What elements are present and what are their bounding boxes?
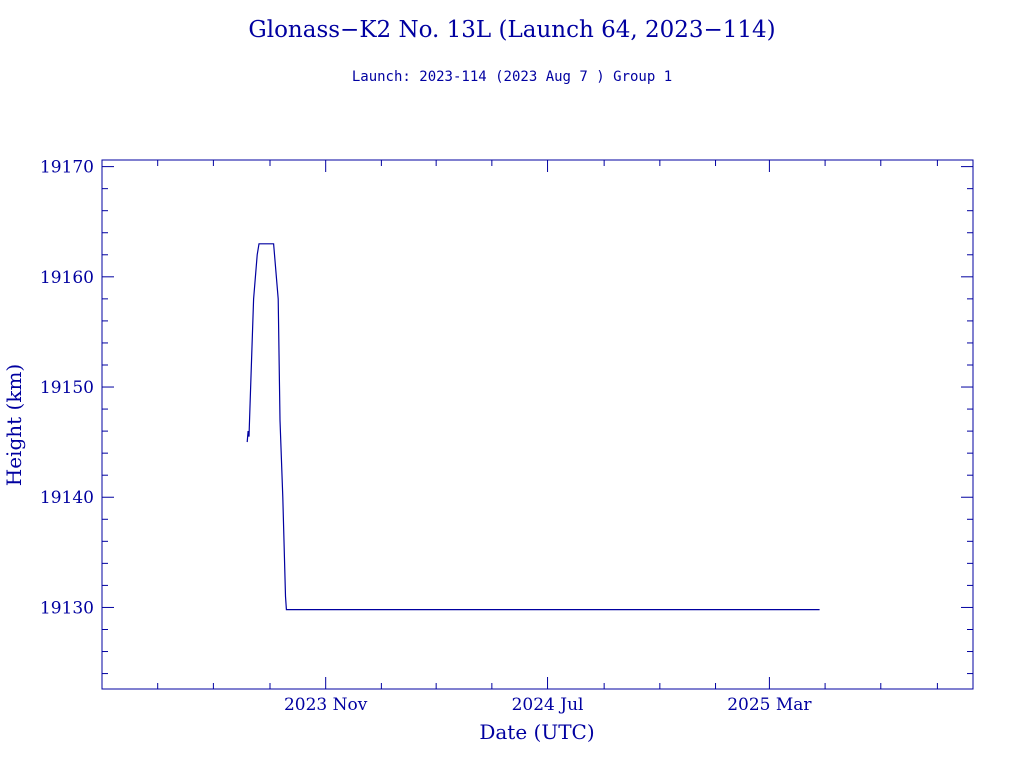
y-tick-label: 19170 bbox=[40, 158, 94, 178]
x-tick-label: 2025 Mar bbox=[727, 695, 812, 715]
x-tick-label: 2024 Jul bbox=[512, 695, 584, 715]
y-tick-label: 19140 bbox=[40, 488, 94, 508]
y-tick-label: 19150 bbox=[40, 378, 94, 398]
chart-subtitle: Launch: 2023-114 (2023 Aug 7 ) Group 1 bbox=[352, 69, 672, 85]
minor-ticks bbox=[101, 160, 973, 689]
chart-title: Glonass−K2 No. 13L (Launch 64, 2023−114) bbox=[248, 17, 775, 43]
x-axis-label: Date (UTC) bbox=[479, 720, 594, 744]
x-axis-ticks: 2023 Nov 2024 Jul 2025 Mar bbox=[284, 160, 812, 715]
y-axis-ticks: 19130 19140 19150 19160 19170 bbox=[40, 158, 973, 618]
series-line-height bbox=[246, 243, 820, 611]
plot-frame bbox=[101, 159, 974, 690]
y-axis-label: Height (km) bbox=[2, 364, 26, 486]
y-tick-label: 19130 bbox=[40, 598, 94, 618]
x-tick-label: 2023 Nov bbox=[284, 695, 368, 715]
y-tick-label: 19160 bbox=[40, 268, 94, 288]
